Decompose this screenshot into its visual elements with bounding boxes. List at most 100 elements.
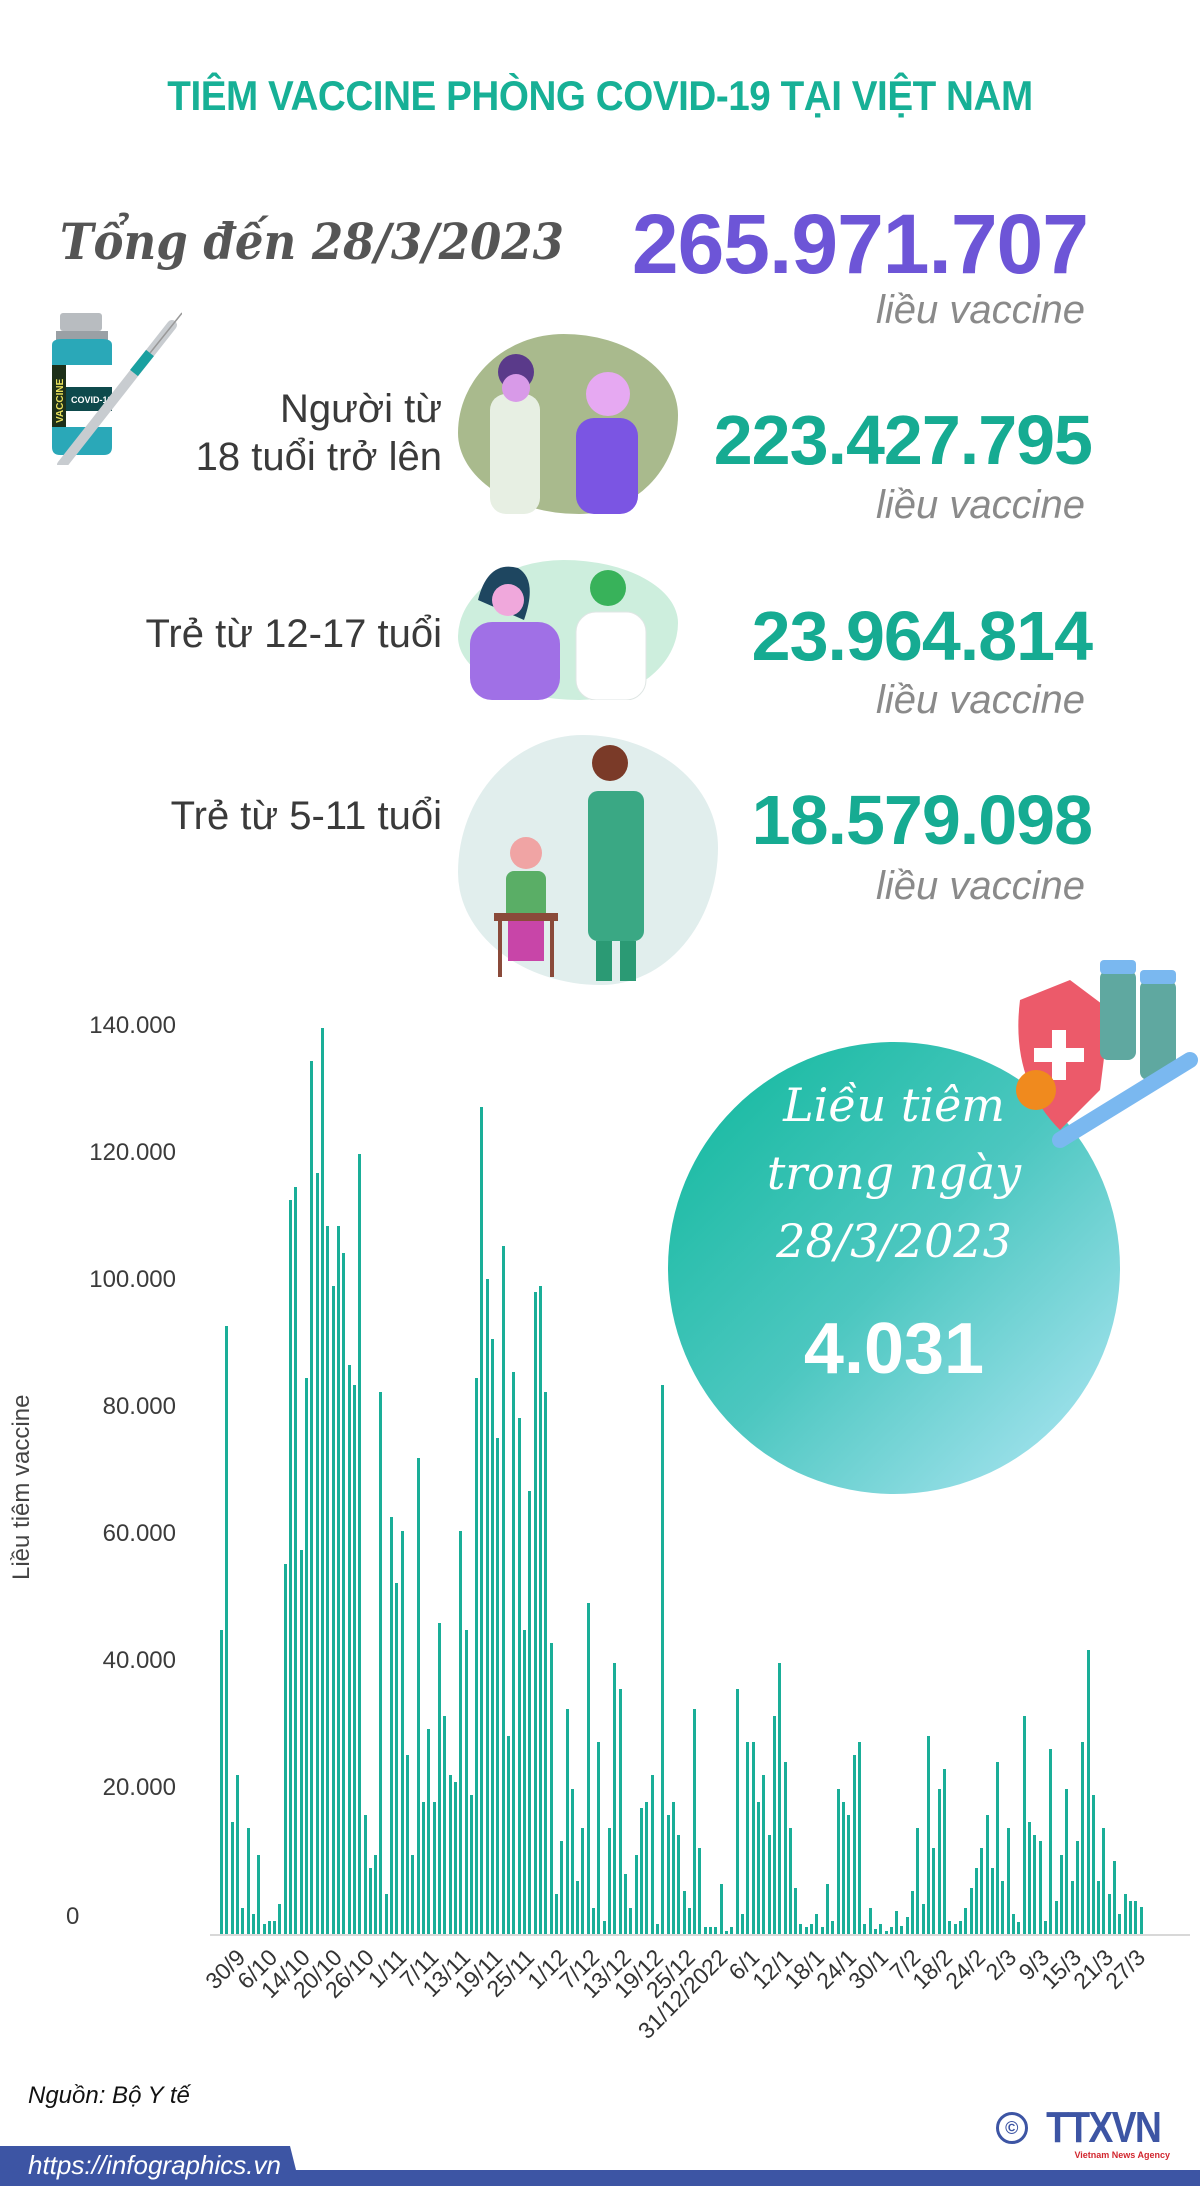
bar [916,1828,920,1934]
bar [677,1834,681,1934]
bar [639,1808,643,1934]
bar [305,1378,309,1934]
bar [347,1365,351,1934]
bar [1139,1907,1143,1934]
website-link[interactable]: https://infographics.vn [28,2150,281,2180]
teen-vaccination-illustration [458,560,678,701]
bar [395,1583,399,1934]
bar [927,1735,931,1934]
y-tick-40000: 40.000 [102,1647,176,1674]
bar [613,1662,617,1934]
total-value: 265.971.707 [631,197,1089,291]
bar [427,1728,431,1934]
x-axis-labels: 30/9 6/10 14/10 20/10 26/10 1/11 7/11 13/11 19/1… [0,1944,1200,2064]
bar [958,1920,962,1934]
bar [815,1914,819,1934]
footer-bar [0,2170,1200,2186]
y-tick-140000: 140.000 [89,1012,176,1039]
group-adults-label-line2: 18 tuổi trở lên [195,435,442,479]
bar [969,1887,973,1934]
bar [709,1927,713,1934]
bar [879,1924,883,1934]
bar [1113,1861,1117,1934]
bar [1107,1894,1111,1934]
bar [852,1755,856,1934]
bar [241,1907,245,1934]
bar [841,1801,845,1934]
bar [443,1715,447,1934]
bar [273,1920,277,1934]
bar [235,1775,239,1934]
y-tick-120000: 120.000 [89,1139,176,1166]
bar [1081,1742,1085,1934]
bar [751,1742,755,1934]
daily-line2: trong ngày [766,1146,1022,1200]
bar [299,1550,303,1934]
bar [411,1854,415,1934]
bar [321,1027,324,1934]
group-adults-label-line1: Người từ [279,387,442,431]
bar [826,1884,830,1934]
bar [220,1629,223,1934]
bar [618,1689,622,1934]
bar [437,1623,441,1934]
bar [820,1927,824,1934]
bar [996,1762,1000,1934]
bar [554,1894,558,1934]
bar [783,1762,787,1934]
bar [703,1927,707,1934]
bar [1054,1900,1058,1934]
ttxvn-logo: © TTXVN Vietnam News Agency [995,2106,1170,2160]
bar [1049,1748,1053,1934]
total-label: Tổng đến 28/3/2023 [60,212,564,271]
group-adults-unit: liều vaccine [875,483,1085,527]
bar [496,1437,500,1934]
bar [948,1920,952,1934]
bar [1022,1715,1026,1934]
bar [921,1904,925,1934]
bar [570,1788,574,1934]
bar [884,1930,888,1934]
bar [342,1252,346,1934]
bar [422,1801,425,1934]
bar [1102,1828,1106,1934]
bar [725,1930,729,1934]
bar [937,1788,941,1934]
bar [1017,1922,1021,1934]
total-unit: liều vaccine [875,288,1085,332]
bar [400,1530,404,1934]
bar [629,1907,633,1934]
bar [671,1801,675,1934]
bar [714,1927,718,1934]
bar [1065,1788,1069,1934]
bar [416,1457,420,1934]
bar [363,1814,367,1934]
bar [448,1775,452,1934]
bar [911,1891,915,1934]
group-teens-label: Trẻ từ 12-17 tuổi [145,610,442,658]
source-text: Nguồn: Bộ Y tế [28,2082,190,2109]
bar [661,1385,665,1934]
bar [985,1814,989,1934]
bar [1028,1821,1032,1934]
bar [475,1378,479,1934]
bar [1001,1881,1005,1934]
bar [778,1662,782,1934]
group-teens-value: 23.964.814 [751,597,1093,675]
bar [1123,1894,1127,1934]
bar [889,1927,893,1934]
bar [608,1828,612,1934]
bar [735,1689,739,1934]
bar [491,1338,495,1934]
bar [990,1867,994,1934]
y-tick-80000: 80.000 [102,1393,176,1420]
bar [512,1371,516,1934]
bar [857,1742,861,1934]
bar [597,1742,601,1934]
bar [384,1894,388,1934]
y-tick-100000: 100.000 [89,1266,176,1293]
daily-date: 28/3/2023 [776,1214,1012,1268]
bar [645,1801,649,1934]
group-adults-value: 223.427.795 [713,401,1093,479]
bar [1070,1881,1074,1934]
